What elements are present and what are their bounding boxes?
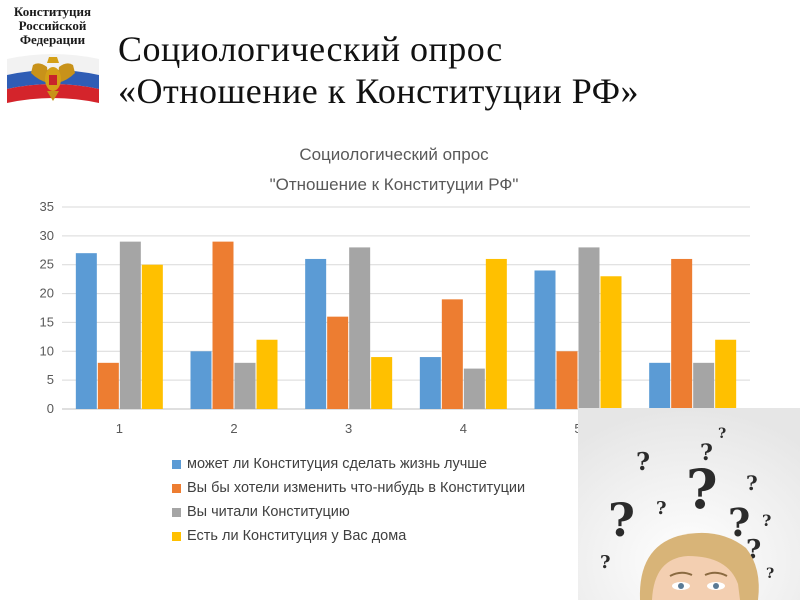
flag-emblem-icon (6, 54, 99, 103)
bar-series2-cat2 (212, 241, 234, 409)
bars (75, 241, 737, 409)
legend-swatch-4 (172, 531, 181, 541)
bar-series1-cat2 (190, 351, 212, 409)
legend-swatch-2 (172, 483, 181, 493)
gridlines (62, 206, 750, 410)
slide-title-line-2: «Отношение к Конституции РФ» (118, 71, 640, 111)
legend-label-4: Есть ли Конституция у Вас дома (187, 528, 407, 544)
legend-item-2: Вы бы хотели изменить что-нибудь в Конст… (172, 476, 525, 500)
axes: 05101520253035123456 (40, 199, 697, 436)
y-tick-label: 35 (40, 199, 54, 214)
y-tick-label: 15 (40, 314, 54, 329)
bar-series3-cat6 (693, 362, 715, 409)
slide-title: Социологический опрос «Отношение к Конст… (118, 28, 639, 112)
bar-series4-cat4 (485, 258, 507, 409)
legend-item-1: может ли Конституция сделать жизнь лучше (172, 452, 525, 476)
svg-text:?: ? (608, 493, 635, 547)
y-tick-label: 25 (40, 257, 54, 272)
chart-title-line-1: Социологический опрос (299, 145, 489, 164)
svg-text:?: ? (766, 566, 774, 582)
svg-text:?: ? (762, 511, 771, 530)
bar-series3-cat5 (578, 247, 600, 409)
bar-series1-cat4 (419, 357, 441, 409)
legend-label-3: Вы читали Конституцию (187, 504, 350, 520)
svg-text:?: ? (700, 440, 713, 466)
legend-swatch-1 (172, 459, 181, 469)
bar-series2-cat6 (671, 258, 693, 409)
svg-text:?: ? (636, 447, 650, 476)
x-tick-label: 3 (345, 421, 352, 436)
constitution-logo: Конституция Российской Федерации (5, 5, 100, 110)
x-tick-label: 4 (460, 421, 467, 436)
woman-question-marks-image: ? ? ? ? ? ? ? ? ? ? ? ? (578, 408, 800, 600)
logo-line-2: Российской (18, 18, 87, 33)
legend-label-2: Вы бы хотели изменить что-нибудь в Конст… (187, 480, 526, 496)
chart-title-line-2: "Отношение к Конституции РФ" (270, 175, 519, 194)
bar-series4-cat1 (141, 264, 163, 409)
legend-label-1: может ли Конституция сделать жизнь лучше (187, 456, 487, 472)
y-tick-label: 10 (40, 343, 54, 358)
svg-text:?: ? (656, 498, 667, 519)
bar-series2-cat1 (97, 362, 119, 409)
bar-series3-cat4 (463, 368, 485, 409)
x-tick-label: 2 (230, 421, 237, 436)
logo-line-1: Конституция (13, 4, 92, 19)
x-tick-label: 1 (116, 421, 123, 436)
bar-series2-cat3 (327, 316, 349, 409)
bar-series1-cat5 (534, 270, 556, 409)
bar-series3-cat2 (234, 362, 256, 409)
logo-line-3: Федерации (19, 32, 86, 47)
svg-text:?: ? (600, 552, 611, 573)
svg-text:?: ? (728, 500, 750, 545)
legend-item-3: Вы читали Конституцию (172, 500, 525, 524)
bar-series1-cat1 (75, 253, 97, 409)
bar-series3-cat3 (349, 247, 371, 409)
y-tick-label: 20 (40, 286, 54, 301)
svg-text:?: ? (718, 426, 726, 442)
y-tick-label: 30 (40, 228, 54, 243)
legend-swatch-3 (172, 507, 181, 517)
bar-series3-cat1 (119, 241, 141, 409)
bar-series2-cat5 (556, 351, 578, 409)
slide-title-line-1: Социологический опрос (118, 29, 503, 69)
bar-series2-cat4 (441, 299, 463, 409)
bar-series4-cat5 (600, 276, 622, 409)
svg-text:?: ? (686, 457, 718, 521)
legend-item-4: Есть ли Конституция у Вас дома (172, 524, 525, 548)
svg-text:?: ? (746, 471, 758, 495)
y-tick-label: 5 (47, 372, 54, 387)
bar-series1-cat3 (305, 258, 327, 409)
bar-series4-cat3 (371, 357, 393, 409)
chart-legend: может ли Конституция сделать жизнь лучше… (172, 452, 525, 548)
bar-series4-cat2 (256, 339, 278, 409)
bar-series1-cat6 (649, 362, 671, 409)
logo-text: Конституция Российской Федерации (5, 5, 100, 47)
y-tick-label: 0 (47, 401, 54, 416)
bar-chart: Социологический опрос "Отношение к Конст… (40, 145, 750, 436)
bar-series4-cat6 (715, 339, 737, 409)
